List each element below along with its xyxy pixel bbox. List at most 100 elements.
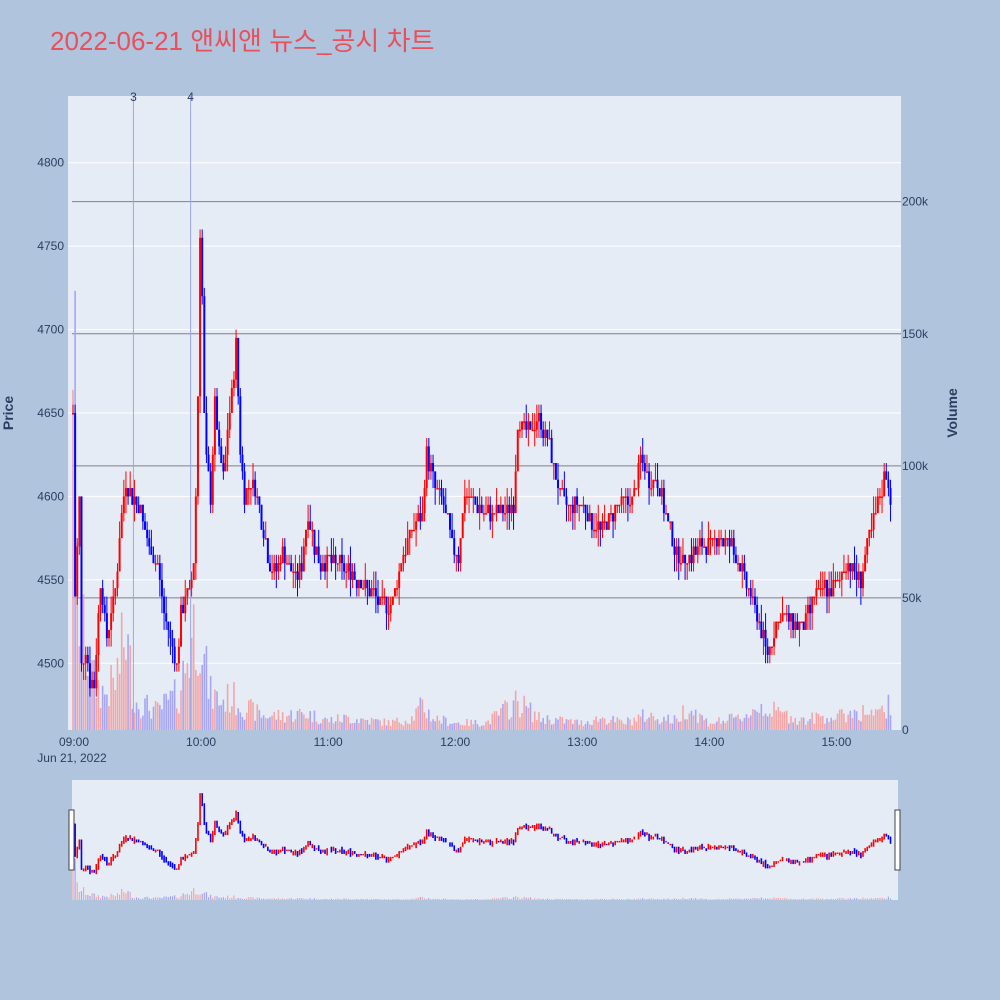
candle-body — [720, 538, 723, 540]
candle-body — [224, 454, 227, 472]
slider-volume-bar — [762, 898, 765, 900]
volume-bar — [241, 716, 244, 730]
candle-body — [400, 563, 403, 572]
volume-bar — [781, 712, 784, 730]
candle-body — [446, 513, 449, 515]
volume-bar — [262, 715, 265, 730]
slider-volume-bar — [764, 898, 767, 900]
volume-bar — [258, 710, 261, 730]
candle-body — [686, 563, 689, 565]
candle-body — [667, 513, 670, 522]
slider-volume-bar — [769, 898, 771, 900]
slider-volume-bar — [453, 899, 455, 900]
candle-body — [726, 538, 729, 540]
volume-bar — [686, 719, 689, 730]
volume-bar — [144, 698, 146, 730]
candle-body — [177, 646, 180, 664]
candle-body — [357, 579, 360, 589]
slider-volume-bar — [243, 899, 246, 900]
volume-bar — [279, 720, 282, 730]
slider-volume-bar — [341, 899, 343, 900]
volume-bar — [203, 653, 206, 730]
slider-volume-bar — [875, 898, 877, 900]
slider-volume-bar — [489, 899, 491, 900]
candle-body — [815, 588, 818, 597]
candle-body — [457, 554, 460, 564]
slider-volume-bar — [443, 898, 445, 900]
slider-volume-bar — [269, 898, 271, 900]
slider-volume-bar — [548, 899, 551, 900]
volume-bar — [239, 712, 242, 730]
candle-body — [569, 504, 572, 507]
volume-bar — [442, 715, 445, 730]
candle-body — [408, 529, 411, 539]
candle-body — [709, 538, 712, 540]
volume-bar — [741, 721, 744, 730]
volume-bar — [588, 724, 591, 730]
volume-bar — [474, 719, 477, 730]
candle-body — [501, 504, 504, 514]
candle-body — [368, 588, 371, 597]
volume-bar — [595, 716, 597, 730]
slider-volume-bar — [807, 899, 809, 900]
volume-bar — [671, 723, 674, 730]
slider-volume-bar — [824, 899, 826, 900]
volume-bar — [688, 713, 691, 730]
slider-volume-bar — [121, 888, 123, 900]
candle-body — [271, 571, 274, 573]
slider-volume-bar — [116, 893, 119, 900]
slider-volume-bar — [438, 899, 441, 900]
volume-bar — [99, 707, 102, 730]
range-slider-left-handle[interactable] — [68, 809, 75, 871]
volume-bar — [758, 712, 761, 730]
candle-body — [103, 604, 106, 614]
candle-body — [442, 496, 445, 505]
volume-bar — [398, 722, 400, 730]
candle-body — [313, 529, 316, 555]
candle-body — [476, 504, 479, 514]
volume-bar — [116, 657, 119, 730]
volume-bar — [139, 718, 142, 730]
volume-bar — [353, 722, 356, 730]
candle-body — [681, 554, 684, 564]
volume-bar — [572, 723, 574, 730]
slider-volume-bar — [256, 897, 258, 900]
range-slider[interactable] — [72, 780, 898, 900]
candle-body — [529, 421, 532, 430]
volume-bar — [612, 715, 614, 730]
slider-volume-bar — [542, 898, 544, 900]
slider-volume-bar — [646, 898, 648, 900]
candle-body — [845, 571, 848, 573]
volume-bar — [493, 711, 496, 730]
volume-bar — [339, 721, 341, 730]
slider-volume-bar — [432, 898, 434, 900]
slider-volume-bar — [534, 898, 536, 900]
volume-bar — [459, 724, 462, 730]
slider-volume-bar — [197, 894, 199, 900]
volume-bar — [451, 723, 453, 730]
slider-volume-bar — [434, 899, 436, 900]
candle-body — [535, 421, 538, 430]
slider-volume-bar — [146, 896, 148, 900]
slider-volume-bar — [625, 899, 627, 900]
x-tick-label: 13:00 — [567, 735, 597, 749]
slider-volume-bar — [563, 899, 565, 900]
candle-body — [593, 529, 596, 532]
slider-volume-bar — [260, 898, 263, 900]
candle-body — [230, 387, 233, 413]
slider-volume-bar — [351, 899, 354, 900]
slider-volume-bar — [263, 898, 265, 900]
volume-bar — [512, 700, 515, 730]
volume-bar — [381, 725, 384, 730]
candle-body — [781, 613, 784, 622]
candle-body — [319, 563, 322, 572]
slider-volume-bar — [104, 896, 106, 900]
volume-bar — [290, 710, 292, 730]
candle-body — [207, 454, 210, 472]
slider-volume-bar — [250, 897, 252, 900]
candle-body — [256, 496, 259, 498]
slider-volume-bar — [671, 899, 673, 900]
slider-volume-bar — [650, 898, 652, 900]
candle-body — [544, 429, 547, 439]
range-slider-right-handle[interactable] — [894, 809, 901, 871]
